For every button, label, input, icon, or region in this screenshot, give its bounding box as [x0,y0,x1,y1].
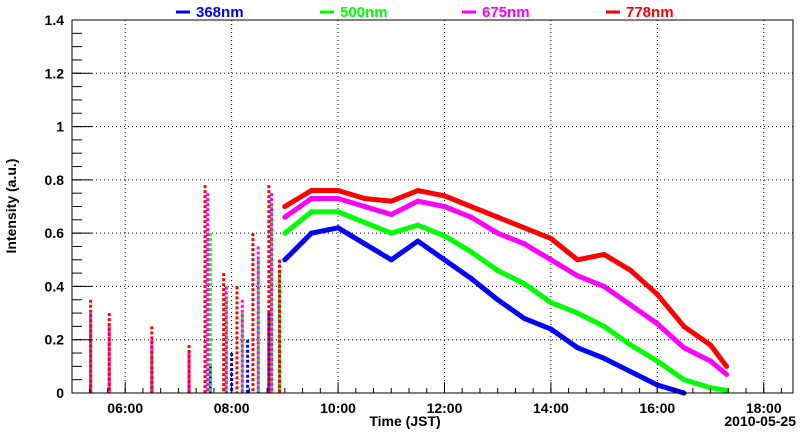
data-segment [468,275,501,303]
data-point [723,363,729,369]
y-tick-label: 0.8 [45,172,65,188]
data-segment [628,267,660,297]
x-tick-label: 08:00 [214,400,250,416]
data-segment [548,326,580,351]
data-segment [574,310,607,329]
data-segment [654,358,687,383]
series-368nm [89,225,687,396]
data-segment [388,238,421,263]
legend-label: 368nm [196,4,244,21]
data-segment [415,188,447,199]
data-segment [601,323,634,348]
data-segment [362,219,394,236]
data-segment [282,196,314,220]
data-segment [574,251,607,263]
x-tick-label: 12:00 [427,400,463,416]
data-segment [574,273,607,289]
x-tick-label: 14:00 [533,400,569,416]
data-segment [441,204,474,220]
data-segment [415,222,447,239]
y-tick-label: 0.6 [45,225,65,241]
data-segment [282,209,314,236]
data-segment [388,222,421,236]
x-tick-label: 16:00 [639,400,675,416]
data-segment [708,358,729,377]
data-segment [388,188,421,204]
data-segment [282,188,314,209]
series-500nm [89,206,729,393]
x-tick-label: 18:00 [746,400,782,416]
data-segment [654,382,687,396]
y-tick-label: 1.4 [45,12,65,28]
data-segment [362,204,394,217]
data-segment [521,281,554,305]
x-axis-label: Time (JST) [369,413,440,429]
date-label: 2010-05-25 [724,413,796,429]
y-tick-label: 0.4 [45,278,65,294]
data-segment [468,204,501,220]
data-segment [521,241,554,263]
data-segment [495,297,527,321]
data-segment [628,342,660,364]
data-segment [441,257,474,281]
data-segment [548,235,580,263]
data-segment [495,267,527,287]
data-segment [441,233,474,255]
data-segment [441,193,474,209]
data-segment [708,342,729,369]
legend-label: 500nm [340,4,388,21]
series-675nm [89,193,729,393]
data-segment [628,369,660,388]
data-segment [628,302,660,327]
data-segment [548,299,580,316]
data-segment [654,321,687,351]
data-segment [708,385,729,393]
data-segment [415,198,447,209]
legend: 368nm 500nm 675nm 778nm [176,4,674,21]
series-778nm [89,185,729,393]
data-segment [282,230,314,263]
data-segment [601,283,634,308]
data-point [723,371,729,377]
data-segment [308,225,341,236]
data-segment [335,196,368,209]
y-tick-label: 0.2 [45,332,65,348]
data-point [723,387,729,393]
data-segment [681,377,714,391]
data-segment [548,257,580,279]
y-tick-label: 0 [56,385,64,401]
data-segment [574,345,607,361]
data-segment [335,209,368,225]
data-segment [335,188,368,202]
data-segment [362,241,394,263]
data-segment [681,345,714,364]
data-segment [601,251,634,273]
data-segment [335,225,368,247]
data-segment [681,323,714,348]
data-segment [495,230,527,247]
y-tick-label: 1 [56,119,64,135]
data-segment [415,238,447,263]
data-segment [388,198,421,217]
data-segment [521,225,554,241]
data-segment [468,249,501,273]
axes: 06:00 08:00 10:00 12:00 14:00 16:00 18:00 0 0.2 0… [45,12,782,416]
data-points [89,185,729,396]
legend-label: 675nm [482,4,530,21]
data-segment [601,355,634,375]
x-tick-label: 06:00 [107,400,143,416]
data-segment [654,291,687,329]
y-axis-label: Intensity (a.u.) [3,159,19,254]
legend-label: 778nm [626,4,674,21]
data-segment [362,196,394,204]
data-segment [495,214,527,231]
y-tick-label: 1.2 [45,65,65,81]
data-segment [521,315,554,332]
data-segment [468,214,501,236]
x-tick-label: 10:00 [320,400,356,416]
